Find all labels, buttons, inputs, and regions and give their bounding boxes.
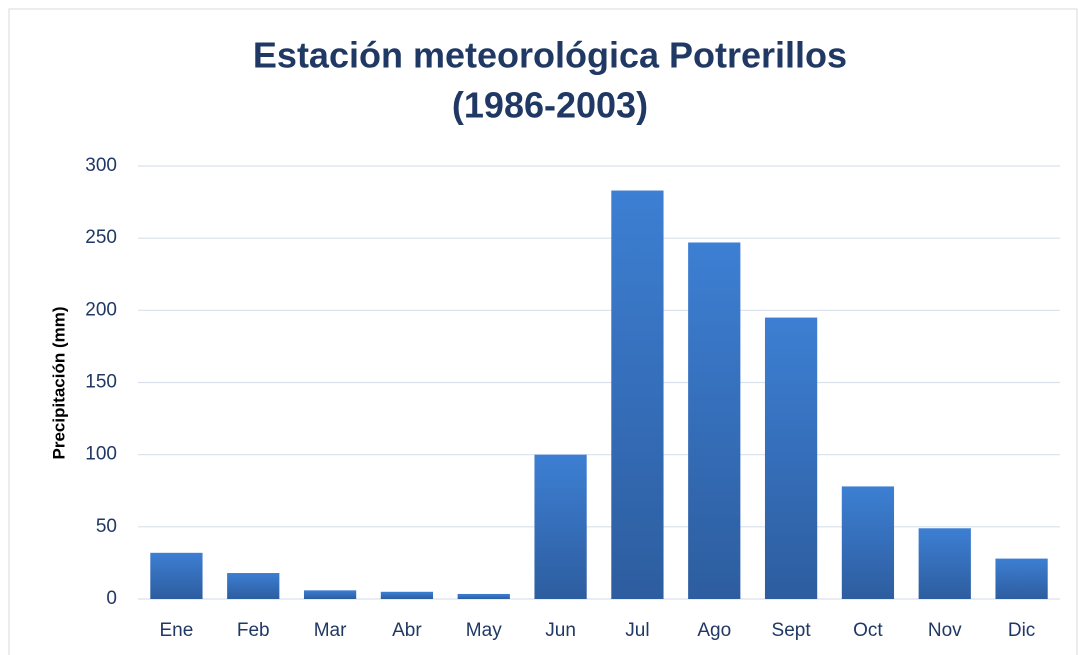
x-tick-label: Jul (625, 620, 649, 641)
bar (764, 317, 818, 599)
x-tick-label: Abr (392, 620, 422, 641)
x-tick-label: Oct (853, 620, 883, 641)
y-axis-label: Precipitación (mm) (49, 306, 68, 459)
x-tick-label: Sept (772, 620, 812, 641)
chart-title: (1986-2003) (452, 85, 648, 126)
bar (457, 593, 510, 599)
x-tick-label: Nov (928, 620, 962, 641)
y-tick-label: 50 (96, 516, 117, 537)
y-tick-label: 200 (85, 299, 117, 320)
x-tick-label: Dic (1008, 620, 1035, 641)
x-tick-label: Jun (545, 620, 576, 641)
x-tick-label: Mar (314, 620, 347, 641)
bar (918, 528, 971, 599)
x-tick-label: May (466, 620, 502, 641)
bar (380, 591, 434, 599)
y-tick-label: 100 (85, 444, 117, 465)
y-tick-label: 150 (85, 372, 117, 393)
y-tick-label: 300 (85, 155, 117, 176)
bar (150, 552, 203, 599)
y-tick-label: 0 (106, 588, 117, 609)
bar (227, 573, 280, 599)
bar (534, 454, 587, 599)
y-tick-label: 250 (85, 227, 117, 248)
bar (841, 486, 895, 599)
chart-title: Estación meteorológica Potrerillos (253, 35, 847, 76)
x-tick-label: Ene (160, 620, 194, 641)
bar (611, 190, 664, 599)
bar (995, 558, 1048, 599)
x-tick-label: Feb (237, 620, 270, 641)
x-tick-label: Ago (697, 620, 731, 641)
bar (303, 590, 357, 599)
bar (688, 242, 741, 599)
